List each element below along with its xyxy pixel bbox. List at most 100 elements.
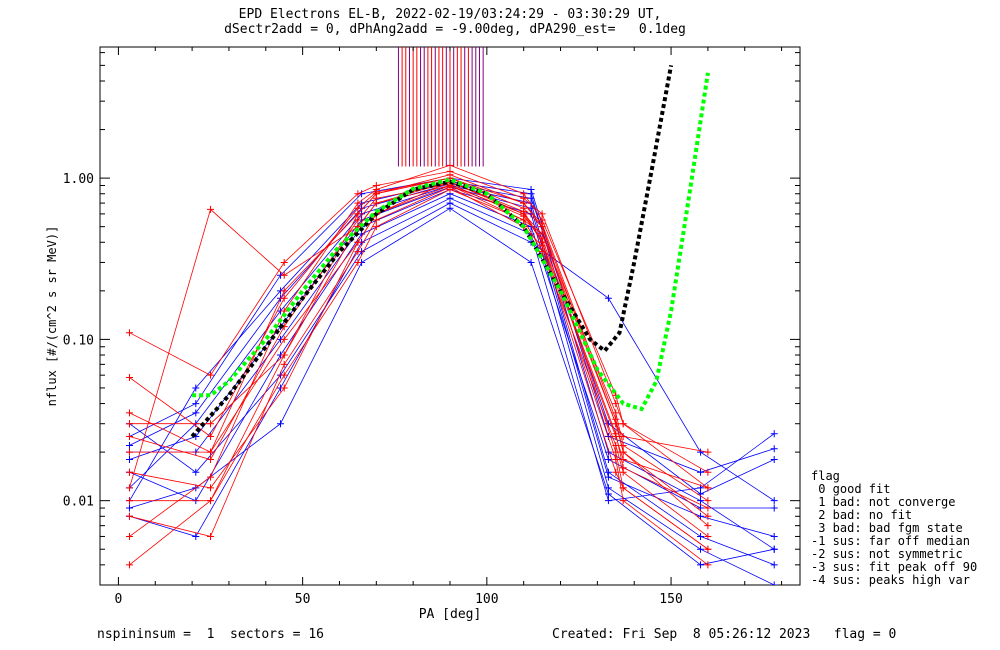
red-spectrum-point [280, 351, 288, 359]
red-spectrum-point [704, 522, 712, 530]
legend-title: flag [811, 469, 840, 483]
red-spectrum-point [125, 497, 133, 505]
blue-spectrum-point [697, 532, 705, 540]
blue-spectrum-point [770, 430, 778, 438]
red-spectrum-point [704, 561, 712, 569]
red-spectrum-point [125, 374, 133, 382]
red-spectrum-point [125, 532, 133, 540]
blue-spectrum-point [604, 294, 612, 302]
red-spectrum-point [280, 360, 288, 368]
blue-spectrum-point [697, 448, 705, 456]
red-spectrum-point [704, 532, 712, 540]
red-spectrum-point [354, 258, 362, 266]
red-spectrum-point [280, 271, 288, 279]
red-spectrum-point [704, 545, 712, 553]
blue-spectrum-point [125, 441, 133, 449]
red-spectrum-point [125, 409, 133, 417]
red-spectrum-point [207, 205, 215, 213]
red-spectrum-point [125, 420, 133, 428]
red-spectrum-point [280, 335, 288, 343]
blue-spectrum-point [770, 581, 778, 585]
red-spectrum-point [446, 161, 454, 169]
red-spectrum-point [704, 468, 712, 476]
x-tick-label: 100 [475, 592, 498, 607]
legend-item: -1 sus: far off median [811, 534, 970, 548]
legend-item: -2 sus: not symmetric [811, 547, 963, 561]
red-spectrum-point [538, 210, 546, 218]
red-spectrum-point [354, 248, 362, 256]
red-spectrum-point [354, 190, 362, 198]
red-spectrum-line [129, 186, 709, 550]
blue-spectrum-point [125, 455, 133, 463]
red-spectrum-line [129, 177, 709, 527]
red-spectrum-line [129, 177, 709, 550]
red-spectrum-point [619, 441, 627, 449]
axes-layer: 0 50 100 150 0.01 0.10 1.00 [63, 47, 800, 607]
red-spectrum-point [207, 455, 215, 463]
red-spectrum-point [207, 473, 215, 481]
blue-spectrum-point [527, 185, 535, 193]
red-spectrum-point [354, 238, 362, 246]
blue-spectrum-point [192, 468, 200, 476]
red-spectrum-point [704, 484, 712, 492]
y-axis-label: nflux [#/(cm^2 s sr MeV)] [45, 226, 59, 407]
red-spectrum-point [125, 484, 133, 492]
red-spectrum-point [354, 204, 362, 212]
blue-spectrum-point [770, 445, 778, 453]
red-spectrum-point [280, 384, 288, 392]
red-spectrum-point [125, 329, 133, 337]
red-spectrum-point [207, 532, 215, 540]
blue-spectrum-line [129, 186, 775, 537]
blue-spectrum-line [129, 181, 775, 550]
blue-spectrum-point [192, 532, 200, 540]
legend-item: -3 sus: fit peak off 90 [811, 560, 978, 574]
blue-spectrum-point [697, 545, 705, 553]
y-tick-label: 0.10 [63, 333, 94, 348]
blue-spectrum-point [277, 420, 285, 428]
blue-spectrum-line [129, 202, 775, 502]
x-axis-label: PA [deg] [419, 607, 482, 622]
chart-subtitle: dSectr2add = 0, dPhAng2add = -9.00deg, d… [224, 22, 686, 37]
red-spectrum-point [125, 561, 133, 569]
x-tick-label: 50 [295, 592, 311, 607]
legend-item: 1 bad: not converge [811, 495, 956, 509]
red-spectrum-point [612, 430, 620, 438]
red-spectrum-point [207, 484, 215, 492]
footer-spin-info: nspininsum = 1 sectors = 16 [97, 627, 324, 642]
red-spectrum-point [619, 448, 627, 456]
blue-spectrum-point [604, 497, 612, 505]
red-spectrum-point [354, 216, 362, 224]
red-spectrum-line [129, 185, 708, 566]
data-layer [125, 47, 778, 585]
blue-spectrum-point [697, 497, 705, 505]
blue-spectrum-point [192, 409, 200, 417]
red-spectrum-point [207, 371, 215, 379]
red-spectrum-point [619, 432, 627, 440]
blue-spectrum-point [770, 455, 778, 463]
red-spectrum-point [207, 420, 215, 428]
red-spectrum-line [129, 183, 709, 509]
blue-spectrum-point [697, 512, 705, 520]
red-spectrum-point [538, 235, 546, 243]
red-spectrum-point [619, 464, 627, 472]
red-spectrum-point [280, 258, 288, 266]
red-spectrum-point [207, 448, 215, 456]
red-spectrum-point [372, 181, 380, 189]
red-spectrum-point [538, 242, 546, 250]
red-spectrum-point [520, 212, 528, 220]
blue-spectrum-point [770, 561, 778, 569]
blue-spectrum-point [770, 532, 778, 540]
red-spectrum-point [704, 504, 712, 512]
blue-spectrum-point [604, 490, 612, 498]
red-spectrum-point [372, 223, 380, 231]
red-spectrum-point [520, 199, 528, 207]
red-spectrum-point [619, 484, 627, 492]
blue-spectrum-point [192, 400, 200, 408]
red-spectrum-point [125, 468, 133, 476]
legend-item: 3 bad: bad fgm state [811, 521, 963, 535]
legend-item: 2 bad: no fit [811, 508, 913, 522]
red-spectrum-point [612, 400, 620, 408]
legend-item: -4 sus: peaks high var [811, 573, 970, 587]
red-spectrum-point [125, 512, 133, 520]
